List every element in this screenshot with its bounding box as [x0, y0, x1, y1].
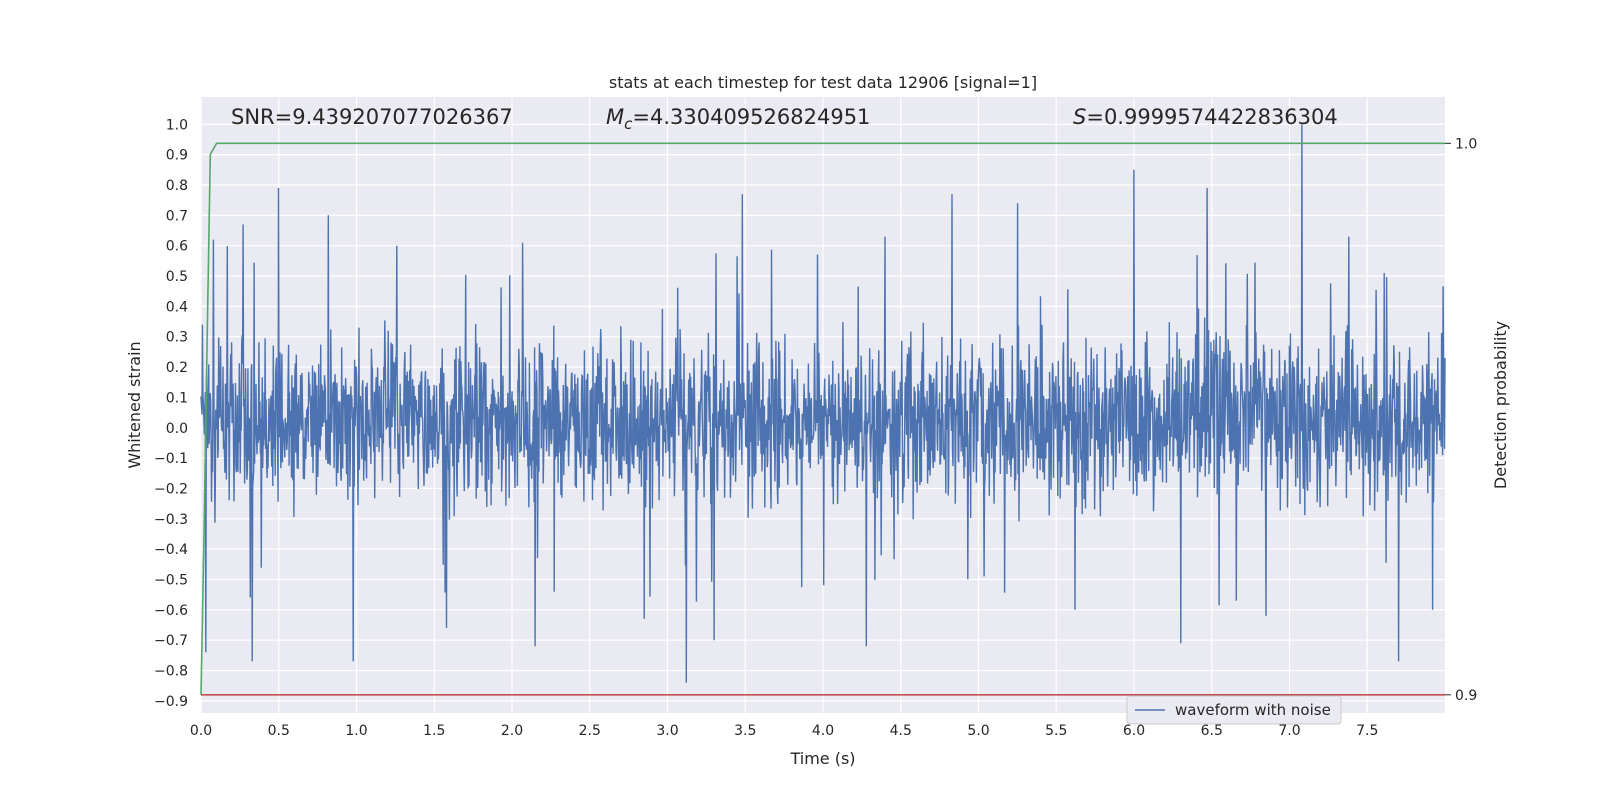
legend-label: waveform with noise [1175, 701, 1331, 719]
waveform-series [200, 124, 1446, 683]
y-tick-label: −0.1 [154, 451, 188, 467]
y2-tick-label: 0.9 [1455, 688, 1477, 704]
x-tick-label: 2.5 [579, 723, 601, 739]
x-tick-label: 7.5 [1356, 723, 1378, 739]
score-value: =0.9999574422836304 [1086, 105, 1337, 129]
chirp-mass-subscript: c [624, 115, 633, 133]
y-tick-label: 0.2 [166, 360, 188, 376]
x-tick-label: 2.0 [501, 723, 523, 739]
x-axis-label: Time (s) [789, 749, 855, 768]
chirp-mass-annotation: Mc=4.330409526824951 [606, 105, 870, 133]
y-tick-label: 0.5 [166, 269, 188, 285]
chirp-mass-symbol: M [606, 105, 624, 129]
y-tick-label: 0.7 [166, 208, 188, 224]
y-axis-label: Whitened strain [125, 341, 144, 468]
x-tick-label: 5.0 [967, 723, 989, 739]
y-tick-label: 0.6 [166, 239, 188, 255]
x-tick-label: 6.0 [1123, 723, 1145, 739]
legend-box [1126, 695, 1342, 725]
y-tick-label: −0.8 [154, 664, 188, 680]
snr-annotation: SNR=9.439207077026367 [231, 105, 513, 129]
probability-series [200, 142, 1445, 696]
x-tick-label: 6.5 [1201, 723, 1223, 739]
y-tick-label: 0.8 [166, 178, 188, 194]
x-tick-label: 4.0 [812, 723, 834, 739]
x-tick-label: 5.5 [1045, 723, 1067, 739]
legend: waveform with noise [1126, 695, 1342, 725]
y2-tick-label: 1.0 [1455, 136, 1477, 152]
y-tick-label: −0.5 [154, 572, 188, 588]
y-tick-label: −0.6 [154, 603, 188, 619]
y-axis-ticks: 1.0 0.9 0.8 0.7 0.6 0.5 0.4 0.3 0.2 0.1 0.0 −0.1 −0.… [154, 117, 188, 710]
y-tick-label: 1.0 [166, 117, 188, 133]
x-tick-label: 3.0 [656, 723, 678, 739]
score-annotation: S=0.9999574422836304 [1073, 105, 1338, 129]
y-tick-label: −0.7 [154, 633, 188, 649]
y-tick-label: −0.4 [154, 542, 188, 558]
x-axis-ticks: 0.0 0.5 1.0 1.5 2.0 2.5 3.0 3.5 4.0 4.5 5.0 5.5 6.0 6… [190, 723, 1379, 739]
x-tick-label: 0.0 [190, 723, 212, 739]
x-tick-label: 0.5 [268, 723, 290, 739]
waveform-line [200, 124, 1446, 683]
y-tick-label: 0.3 [166, 330, 188, 346]
y2-axis-ticks: 1.0 0.9 [1445, 136, 1477, 704]
detection-probability-line [200, 142, 1445, 695]
chirp-mass-value: =4.330409526824951 [632, 105, 870, 129]
y-tick-label: 0.0 [166, 421, 188, 437]
x-tick-label: 4.5 [890, 723, 912, 739]
y2-axis-label: Detection probability [1491, 321, 1510, 489]
y-tick-label: −0.9 [154, 694, 188, 710]
x-tick-label: 3.5 [734, 723, 756, 739]
y-tick-label: 0.1 [166, 390, 188, 406]
x-tick-label: 1.0 [345, 723, 367, 739]
x-tick-label: 1.5 [423, 723, 445, 739]
chart-title: stats at each timestep for test data 129… [609, 73, 1037, 92]
y-tick-label: −0.2 [154, 481, 188, 497]
y-tick-label: −0.3 [154, 512, 188, 528]
score-symbol: S [1073, 105, 1086, 129]
x-tick-label: 7.0 [1278, 723, 1300, 739]
y-tick-label: 0.4 [166, 299, 188, 315]
y-tick-label: 0.9 [166, 148, 188, 164]
